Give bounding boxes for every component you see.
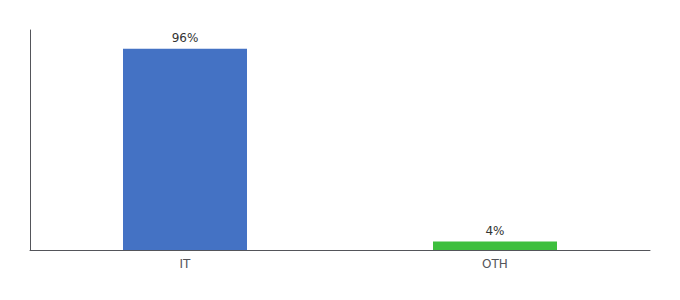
svg-text:OTH: OTH (482, 257, 508, 271)
svg-text:IT: IT (180, 257, 192, 271)
svg-text:96%: 96% (172, 31, 199, 45)
svg-text:4%: 4% (485, 224, 504, 238)
